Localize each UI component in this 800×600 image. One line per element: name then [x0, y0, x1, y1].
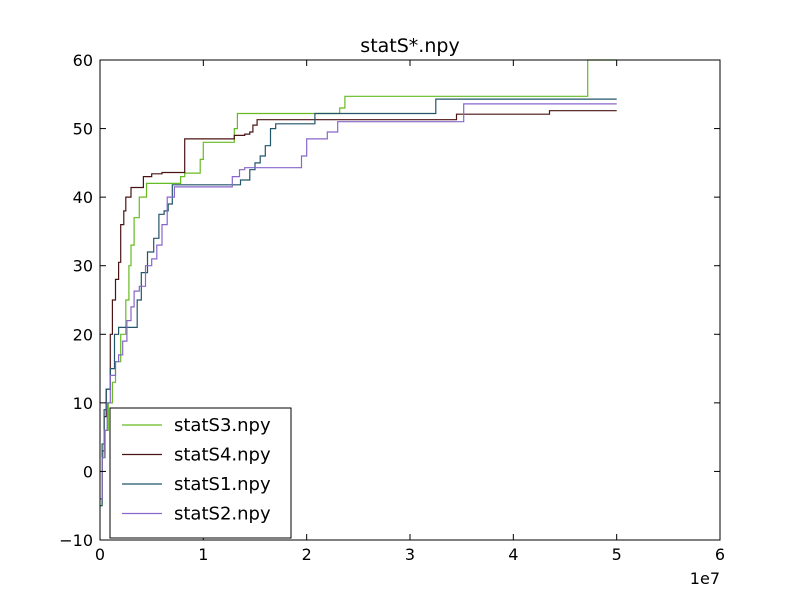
- y-tick-label: 20: [73, 325, 93, 344]
- x-tick-label: 3: [405, 545, 415, 564]
- series-line-stats1: [100, 98, 617, 507]
- y-tick-label: 50: [73, 120, 93, 139]
- chart-title: statS*.npy: [360, 35, 459, 57]
- legend-box: [109, 407, 292, 539]
- y-tick-label: 40: [73, 188, 93, 207]
- series-line-stats4: [100, 110, 617, 500]
- legend-label: statS1.npy: [174, 474, 271, 495]
- legend-label: statS4.npy: [174, 445, 271, 466]
- series-layer: [100, 59, 617, 507]
- x-tick-label: 6: [715, 545, 725, 564]
- x-tick-label: 2: [302, 545, 312, 564]
- y-tick-label: 60: [73, 51, 93, 70]
- legend: statS3.npy statS4.npy statS1.npy statS2.npy: [109, 407, 292, 539]
- legend-label: statS3.npy: [174, 415, 271, 436]
- legend-label: statS2.npy: [174, 504, 271, 525]
- x-tick-label: 4: [508, 545, 518, 564]
- x-tick-label: 0: [95, 545, 105, 564]
- y-tick-label: −10: [59, 531, 93, 550]
- x-tick-label: 1: [198, 545, 208, 564]
- x-offset-label: 1e7: [690, 569, 720, 588]
- x-tick-label: 5: [612, 545, 622, 564]
- series-line-stats2: [100, 103, 617, 500]
- y-tick-label: 30: [73, 257, 93, 276]
- y-tick-label: 0: [83, 462, 93, 481]
- y-tick-label: 10: [73, 394, 93, 413]
